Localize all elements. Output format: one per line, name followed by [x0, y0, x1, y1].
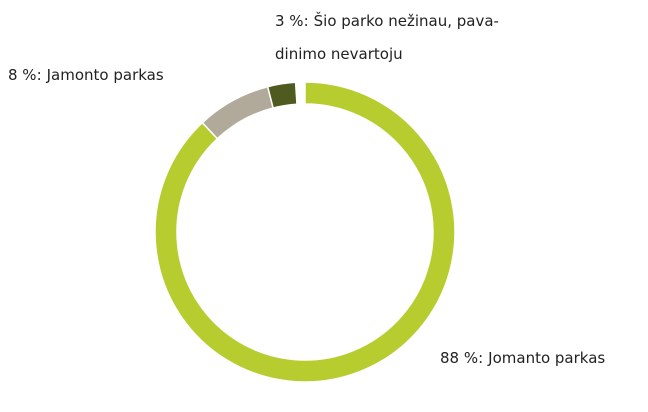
category-label: Jamonto parkas — [46, 66, 164, 84]
slice — [201, 85, 275, 140]
category-label: Šio parko nežinau, pava- — [314, 11, 499, 30]
slice — [154, 81, 456, 383]
value-label: 8 %: — [8, 66, 42, 84]
slice — [266, 81, 298, 109]
value-label: 88 %: — [440, 349, 483, 367]
slice-label: 3 %: Šio parko nežinau, pava-dinimo nevar… — [275, 11, 499, 63]
category-label: dinimo nevartoju — [275, 45, 403, 63]
value-label: 3 %: — [275, 12, 309, 30]
slice-label: 8 %: Jamonto parkas — [8, 66, 164, 84]
slice-label: 88 %: Jomanto parkas — [440, 349, 605, 367]
category-label: Jomanto parkas — [487, 349, 605, 367]
